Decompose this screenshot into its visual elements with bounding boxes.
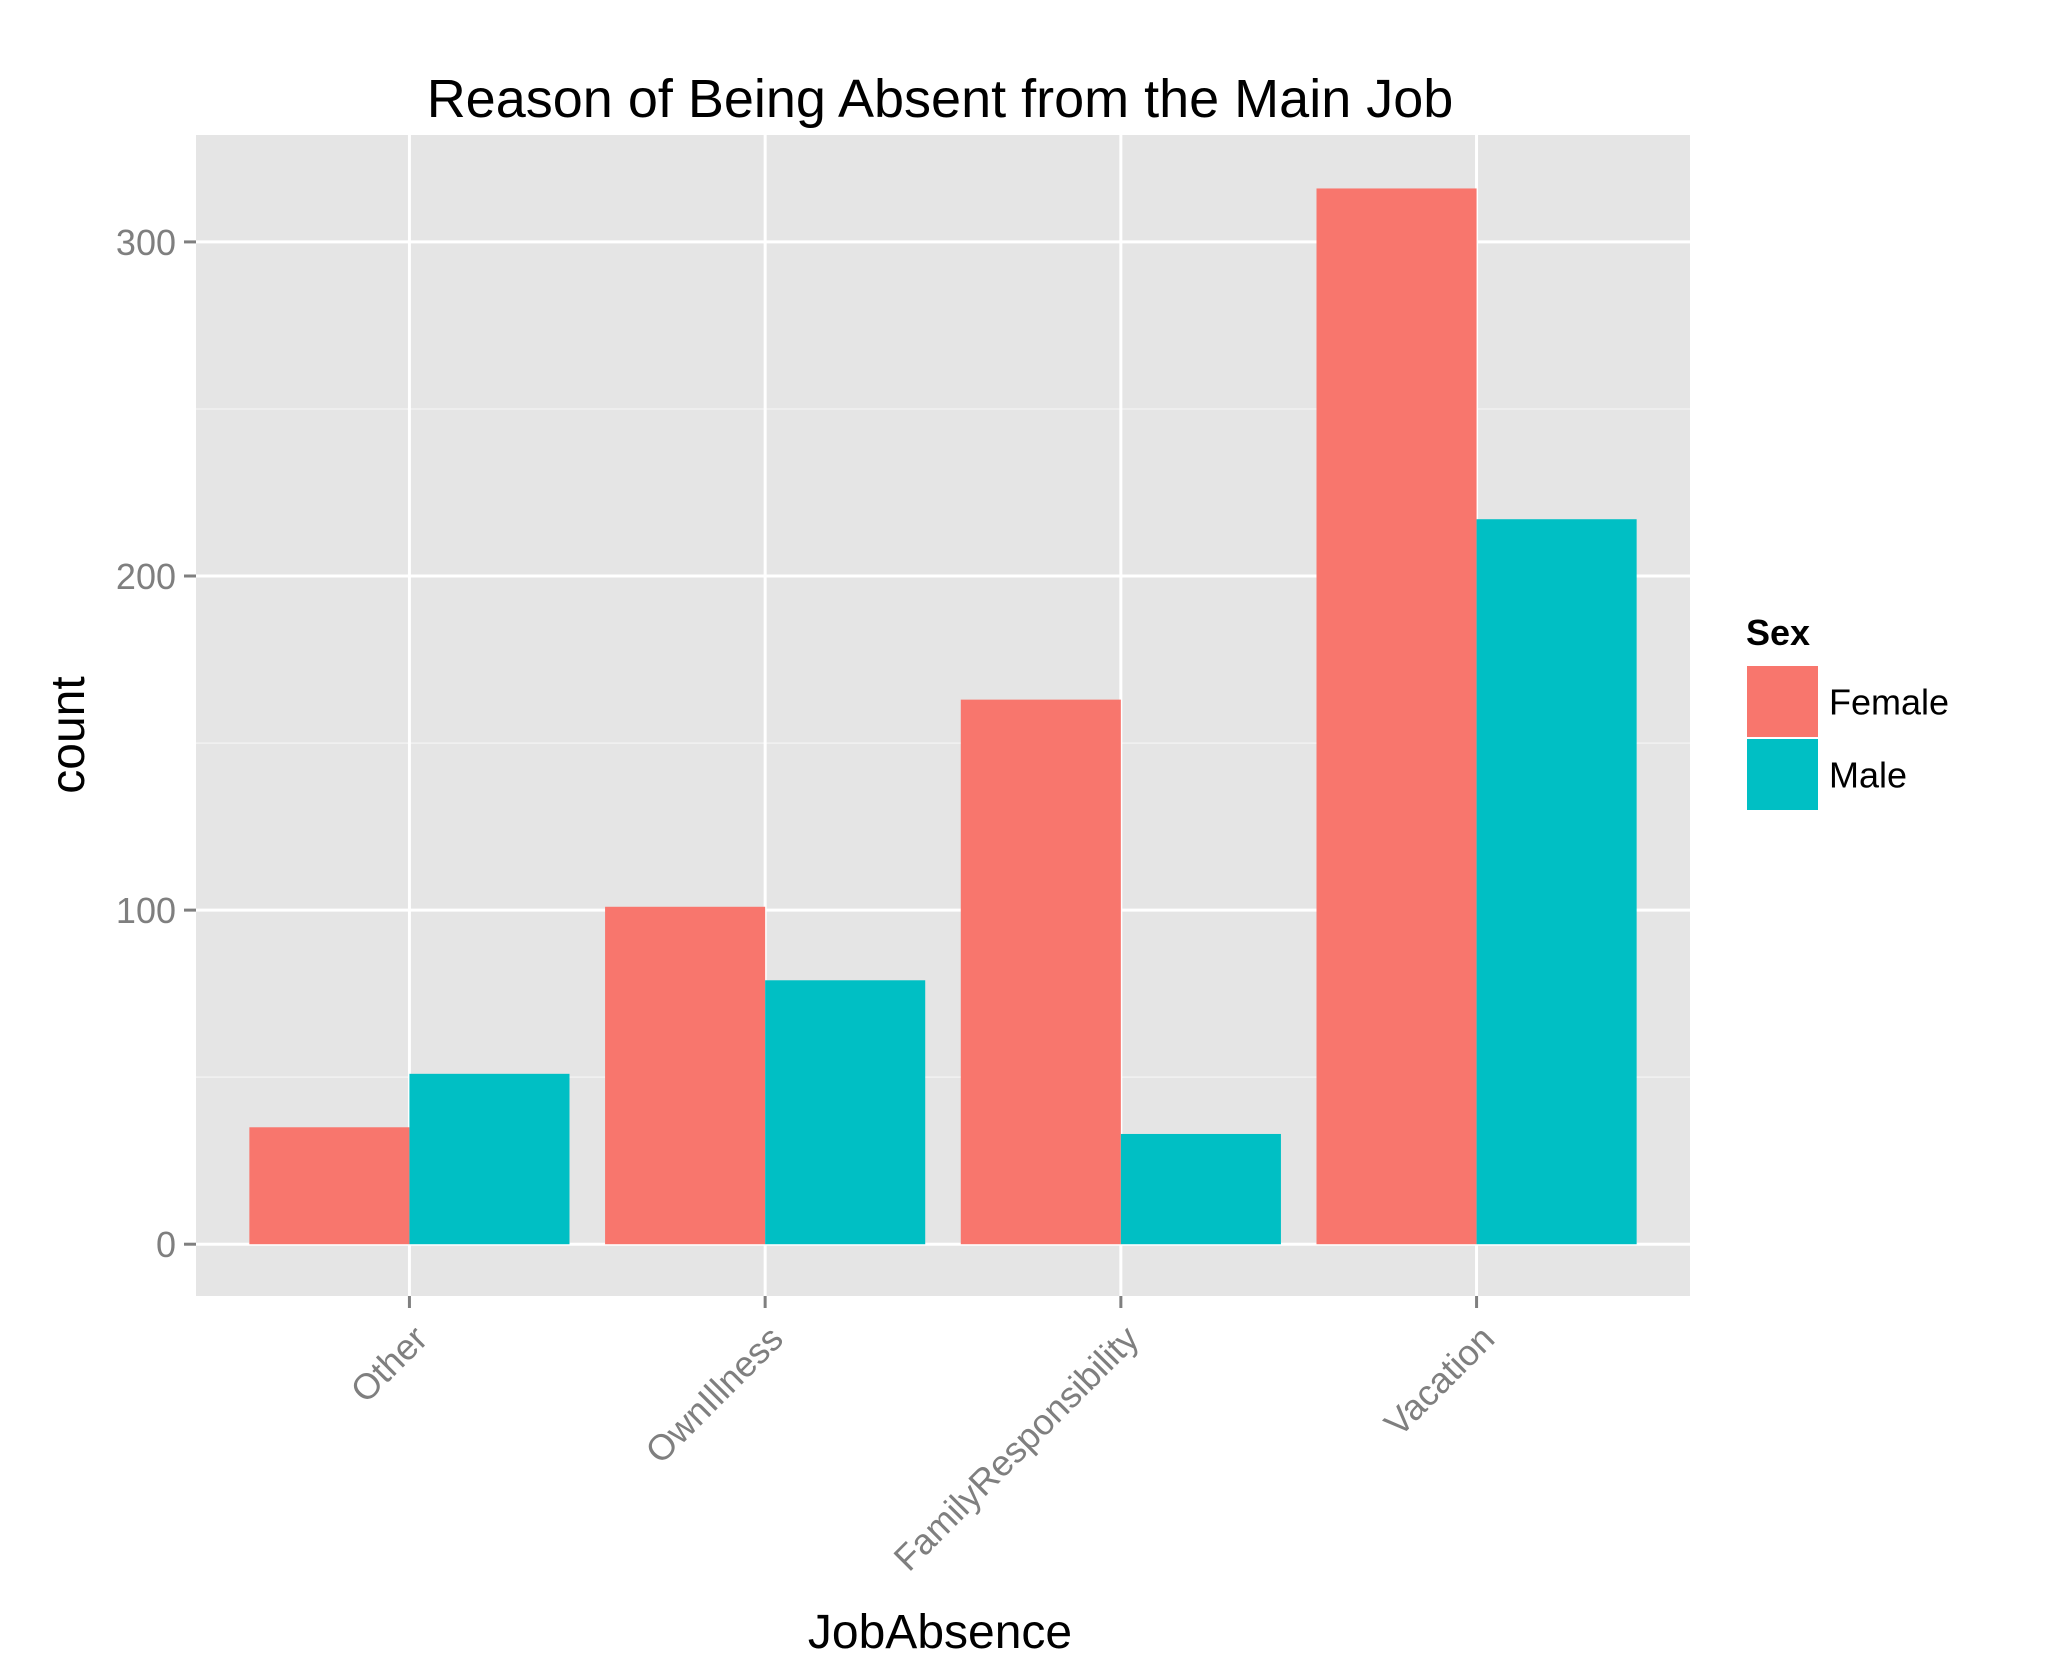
- bar-male-vacation: [1476, 519, 1637, 1245]
- legend-title: Sex: [1746, 612, 1810, 653]
- x-tick-label: Vacation: [1376, 1318, 1502, 1444]
- x-tick-label: FamilyResponsibility: [886, 1318, 1147, 1579]
- bar-female-familyresponsibility: [960, 699, 1121, 1245]
- chart-title: Reason of Being Absent from the Main Job: [427, 69, 1454, 129]
- legend-key-male: [1745, 737, 1820, 812]
- legend: Sex Female Male: [1745, 612, 1949, 812]
- bar-male-ownillness: [765, 980, 926, 1245]
- bar-female-other: [249, 1127, 410, 1245]
- legend-label-female: Female: [1829, 682, 1949, 723]
- y-tick-label: 200: [116, 556, 176, 597]
- legend-key-female: [1745, 664, 1820, 739]
- y-tick-label: 300: [116, 222, 176, 263]
- legend-label-male: Male: [1829, 755, 1907, 796]
- x-tick-label: OwnIllness: [637, 1318, 790, 1471]
- y-tick-label: 100: [116, 890, 176, 931]
- bar-male-familyresponsibility: [1120, 1133, 1281, 1245]
- x-axis-title: JobAbsence: [808, 1606, 1072, 1659]
- bar-female-ownillness: [605, 906, 766, 1245]
- x-tick-label: Other: [342, 1318, 435, 1411]
- y-tick-label: 0: [156, 1224, 176, 1265]
- y-axis-title: count: [42, 676, 95, 793]
- bars: [249, 188, 1637, 1245]
- bar-female-vacation: [1316, 188, 1477, 1245]
- bar-male-other: [409, 1073, 570, 1245]
